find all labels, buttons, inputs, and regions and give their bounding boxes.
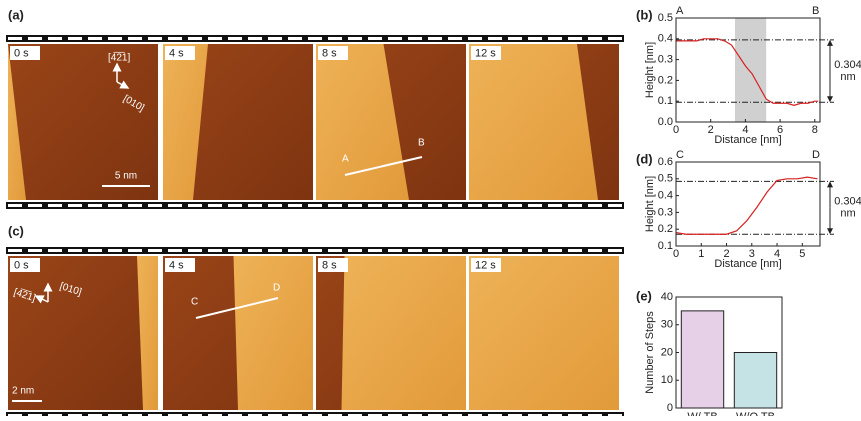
panel-label: (d) (636, 151, 653, 166)
x-axis-label: Distance [nm] (714, 258, 781, 270)
frame-label-bg (471, 46, 501, 60)
x-tick-label: 2 (708, 124, 714, 136)
terrace (469, 256, 619, 410)
frame-label: 8 s (322, 47, 337, 59)
profile-line (195, 297, 279, 319)
plot-frame (675, 17, 821, 123)
frame-label-bg (10, 258, 40, 272)
terrace (233, 256, 313, 410)
panel-label: (a) (8, 7, 24, 22)
y-tick-label: 0.5 (658, 12, 673, 24)
x-tick-label: 5 (799, 248, 805, 260)
bar (733, 352, 778, 409)
terrace (469, 44, 598, 200)
arrow (116, 80, 130, 89)
x-tick-label: 0 (673, 248, 679, 260)
arrow (34, 295, 49, 304)
y-tick-label: 0.3 (658, 54, 673, 66)
y-tick-label: 0 (667, 402, 673, 414)
bar (680, 310, 725, 409)
x-tick-label: 1 (698, 248, 704, 260)
marker-label: D (273, 283, 280, 294)
terrace (341, 256, 466, 410)
corner-label: C (676, 149, 684, 161)
afm-image (8, 256, 158, 410)
marker-label: A (342, 154, 349, 165)
panel-label: (c) (8, 223, 24, 238)
y-tick-label: 20 (661, 346, 673, 358)
frame-label-bg (318, 46, 348, 60)
marker-label: C (191, 297, 198, 308)
afm-image (8, 44, 158, 200)
plot-frame (675, 296, 783, 409)
x-tick-label: W/ TB (687, 411, 717, 416)
shaded-region (734, 18, 767, 122)
annotation: 0.304 (834, 59, 861, 71)
frame-label-bg (10, 46, 40, 60)
profile-line (344, 156, 423, 176)
terrace (163, 44, 208, 200)
y-tick-label: 40 (661, 291, 673, 303)
frame-label: 0 s (14, 47, 29, 59)
y-tick-label: 0.6 (658, 156, 673, 168)
corner-label: A (676, 5, 684, 17)
y-tick-label: 0.0 (658, 116, 673, 128)
corner-label: B (812, 5, 819, 17)
x-tick-label: 3 (749, 248, 755, 260)
frame-label-bg (471, 258, 501, 272)
panel-label: (e) (636, 288, 652, 303)
x-tick-label: 2 (723, 248, 729, 260)
scale-label: 5 nm (115, 171, 137, 182)
terrace (8, 44, 26, 200)
y-axis-label: Number of Steps (644, 311, 656, 394)
frame-label-bg (165, 258, 195, 272)
marker-label: B (418, 138, 425, 149)
y-tick-label: 0.2 (658, 223, 673, 235)
y-tick-label: 0.1 (658, 240, 673, 252)
direction-label: [4̅2̅1] (108, 52, 130, 64)
y-tick-label: 30 (661, 319, 673, 331)
profile-line (676, 38, 819, 106)
profile-line (675, 176, 818, 235)
frame-label-bg (165, 46, 195, 60)
annotation: nm (840, 71, 855, 83)
y-axis-label: Height [nm] (644, 176, 656, 232)
frame-label: 4 s (169, 47, 184, 59)
y-tick-label: 0.1 (658, 95, 673, 107)
x-axis-label: Distance [nm] (714, 134, 781, 146)
y-tick-label: 0.5 (658, 173, 673, 185)
x-tick-label: 0 (673, 124, 679, 136)
panel-label: (b) (636, 7, 653, 22)
x-tick-label: 8 (812, 124, 818, 136)
frame-label: 8 s (322, 259, 337, 271)
y-tick-label: 10 (661, 374, 673, 386)
frame-label: 12 s (475, 259, 496, 271)
y-tick-label: 0.3 (658, 206, 673, 218)
frame-label-bg (318, 258, 348, 272)
corner-label: D (812, 149, 820, 161)
frame-label: 12 s (475, 47, 496, 59)
y-axis-label: Height [nm] (644, 42, 656, 98)
y-tick-label: 0.2 (658, 74, 673, 86)
plot-frame (675, 161, 821, 247)
x-tick-label: 4 (774, 248, 780, 260)
scale-label: 2 nm (12, 386, 34, 397)
terrace (316, 44, 409, 200)
x-tick-label: 4 (742, 124, 748, 136)
x-tick-label: 6 (777, 124, 783, 136)
terrace (137, 256, 158, 410)
annotation: 0.304 (834, 196, 861, 208)
y-tick-label: 0.4 (658, 33, 673, 45)
annotation: nm (840, 208, 855, 220)
frame-label: 0 s (14, 259, 29, 271)
y-tick-label: 0.4 (658, 190, 673, 202)
frame-label: 4 s (169, 259, 184, 271)
x-tick-label: W/O TB (736, 411, 775, 416)
